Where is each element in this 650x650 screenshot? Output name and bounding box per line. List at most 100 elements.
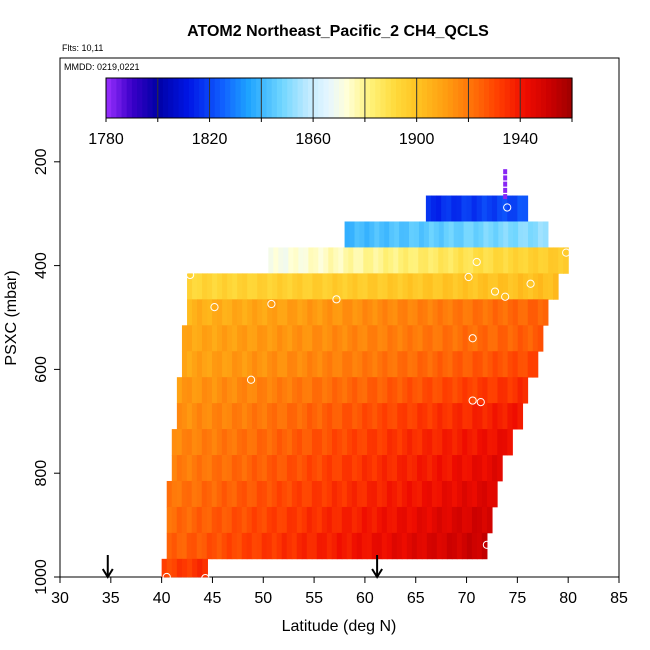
heatmap-cell [346,480,353,508]
heatmap-cell [196,429,203,456]
heatmap-cell [467,351,474,378]
heatmap-cell [282,403,288,430]
heatmap-cell [481,195,488,222]
heatmap-cell [347,403,353,430]
heatmap-cell [396,506,403,534]
heatmap-cell [407,455,413,482]
heatmap-cell [351,455,358,482]
heatmap-cell [191,325,198,352]
colorbar-swatch [214,78,221,118]
heatmap-cell [386,480,393,508]
heatmap-cell [272,273,278,300]
heatmap-cell [437,273,444,300]
heatmap-cell [277,351,283,378]
colorbar-swatch [546,78,552,118]
heatmap-cell [533,247,539,274]
heatmap-cell [401,506,408,534]
heatmap-cell [186,377,193,404]
heatmap-cell [336,532,343,560]
heatmap-cell [201,429,208,456]
heatmap-cell [422,429,428,456]
heatmap-cell [372,403,378,430]
heatmap-cell [317,377,323,404]
heatmap-cell [331,532,338,560]
heatmap-cell [171,455,178,482]
heatmap-cell [413,247,419,274]
heatmap-cell [412,403,418,430]
heatmap-cell [342,429,348,456]
heatmap-cell [417,455,423,482]
heatmap-cell [287,403,293,430]
heatmap-cell [186,429,193,456]
heatmap-cell [298,247,304,274]
heatmap-cell [396,480,403,508]
heatmap-cell [306,506,313,534]
heatmap-cell [382,299,389,326]
heatmap-cell [212,299,218,326]
heatmap-cell [292,403,298,430]
heatmap-cell [417,377,423,404]
heatmap-cell [362,299,369,326]
heatmap-cell [373,247,379,274]
colorbar-swatch [261,78,268,118]
heatmap-cell [336,506,343,534]
heatmap-cell [216,506,223,534]
heatmap-cell [202,558,208,578]
heatmap-cell [397,299,404,326]
heatmap-cell [493,221,499,248]
heatmap-cell [532,299,539,326]
heatmap-cell [498,221,504,248]
heatmap-cell [292,299,298,326]
heatmap-cell [487,377,494,404]
heatmap-cell [472,351,479,378]
heatmap-cell [321,532,328,560]
heatmap-cell [337,429,343,456]
heatmap-cell [461,532,468,560]
heatmap-cell [307,403,313,430]
heatmap-cell [397,403,403,430]
colorbar-swatch [245,78,252,118]
heatmap-cell [306,429,313,456]
heatmap-cell [392,403,398,430]
heatmap-cell [217,299,223,326]
heatmap-cell [266,429,273,456]
heatmap-cell [307,273,313,300]
heatmap-cell [366,532,373,560]
heatmap-cell [407,429,413,456]
heatmap-cell [302,351,308,378]
heatmap-cell [277,377,283,404]
heatmap-cell [426,506,433,534]
colorbar-swatch [194,78,200,118]
heatmap-cell [447,273,454,300]
heatmap-cell [462,429,468,456]
heatmap-cell [366,455,373,482]
heatmap-cell [261,455,268,482]
heatmap-cell [176,403,183,430]
heatmap-cell [442,299,449,326]
heatmap-cell [171,558,178,578]
heatmap-cell [176,506,183,534]
heatmap-cell [457,351,464,378]
heatmap-cell [462,299,469,326]
heatmap-cell [399,221,405,248]
heatmap-cell [302,403,308,430]
heatmap-cell [291,480,298,508]
colorbar-swatch [106,78,112,118]
heatmap-cell [441,480,448,508]
colorbar-swatch [411,78,418,118]
heatmap-cell [236,532,243,560]
heatmap-cell [276,532,283,560]
heatmap-cell [471,532,478,560]
heatmap-cell [327,429,333,456]
heatmap-cell [481,506,488,534]
heatmap-cell [226,403,233,430]
heatmap-cell [483,221,489,248]
heatmap-cell [352,351,358,378]
heatmap-cell [317,429,323,456]
heatmap-cell [441,195,447,222]
heatmap-cell [523,221,529,248]
heatmap-cell [482,377,489,404]
heatmap-cell [404,221,410,248]
heatmap-cell [296,455,303,482]
heatmap-cell [321,480,328,508]
